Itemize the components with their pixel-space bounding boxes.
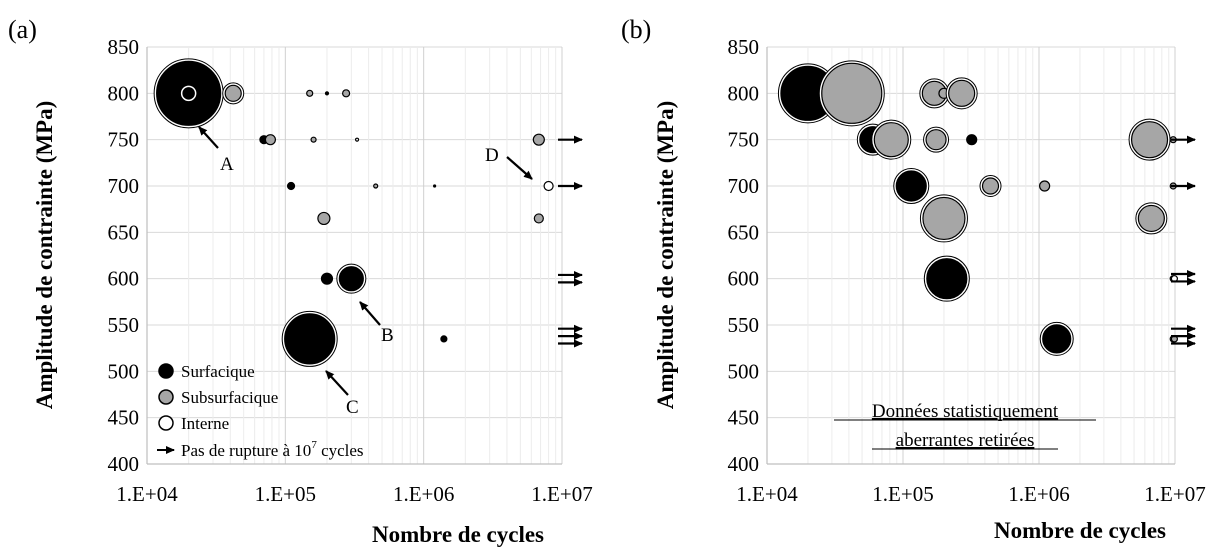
annotation-line-1: Données statistiquement (872, 401, 1059, 422)
legend-surface-label: Surfacique (181, 362, 255, 381)
data-point-subsurface (1137, 204, 1165, 233)
legend-runout-label: Pas de rupture à 107 cycles (181, 439, 364, 460)
annotation-line-2: aberrantes retirées (896, 430, 1035, 451)
callout-arrow (198, 126, 219, 149)
y-tick-label: 550 (108, 313, 140, 337)
x-tick-label: 1.E+04 (116, 482, 178, 506)
axes (766, 47, 1175, 465)
y-tick-label: 400 (108, 452, 140, 476)
data-point-surface (895, 170, 927, 202)
y-axis-title: Amplitude de contrainte (MPa) (32, 101, 57, 410)
y-tick-label: 750 (728, 128, 760, 152)
axes (146, 47, 562, 465)
y-tick-label: 800 (728, 81, 760, 105)
chart-panel-a: (a) 400 450 500 550 600 650 700 750 800 850 1.E+04… (8, 15, 593, 547)
legend-internal-marker (158, 415, 174, 431)
callout-label: C (346, 397, 359, 418)
data-point-subsurface (317, 211, 331, 226)
data-point-subsurface (922, 196, 966, 241)
data-points (777, 60, 1179, 356)
y-axis-title: Amplitude de contrainte (MPa) (653, 101, 678, 410)
runout-arrows (558, 135, 583, 348)
x-tick-label: 1.E+06 (393, 482, 454, 506)
y-tick-label: 500 (108, 359, 140, 383)
legend-internal-label: Interne (181, 414, 229, 433)
data-point-subsurface (1130, 121, 1169, 159)
data-point-subsurface (306, 89, 314, 97)
y-tick-label: 850 (108, 35, 140, 59)
callout-label: B (381, 325, 394, 346)
data-point-internal (354, 137, 360, 142)
data-point-surface (284, 313, 336, 365)
x-tick-label: 1.E+05 (872, 482, 933, 506)
data-point-surface (433, 184, 437, 188)
data-point-internal (180, 85, 197, 102)
data-point-surface (338, 266, 364, 292)
legend-subsurface-marker (158, 389, 174, 405)
data-point-internal (543, 180, 554, 192)
x-tick-label: 1.E+07 (531, 482, 592, 506)
callout-arrow (506, 156, 533, 180)
panel-label: (a) (8, 15, 37, 44)
runout-arrows (1171, 135, 1196, 348)
tick-labels: 400 450 500 550 600 650 700 750 800 850 1.E+04 1.E+… (108, 35, 593, 506)
data-point-subsurface (224, 84, 242, 102)
data-point-subsurface (981, 177, 1000, 195)
legend-subsurface-label: Subsurfacique (181, 388, 278, 407)
callout-arrow (359, 301, 381, 326)
y-tick-label: 700 (728, 174, 760, 198)
x-tick-label: 1.E+07 (1144, 482, 1205, 506)
y-tick-label: 450 (728, 406, 760, 430)
data-point-subsurface (264, 134, 277, 146)
callout-label: A (220, 154, 234, 175)
tick-labels: 400 450 500 550 600 650 700 750 800 850 1.E+04 1.E+… (728, 35, 1206, 506)
callout-arrow (325, 370, 349, 396)
data-point-surface (926, 258, 968, 300)
data-point-subsurface (310, 136, 317, 143)
y-tick-label: 800 (108, 81, 140, 105)
callout-label: D (485, 145, 499, 166)
data-point-surface (320, 272, 334, 285)
y-tick-label: 550 (728, 313, 760, 337)
data-point-subsurface (925, 129, 947, 151)
x-tick-label: 1.E+06 (1008, 482, 1069, 506)
data-point-surface (1042, 324, 1072, 354)
y-tick-label: 650 (108, 220, 140, 244)
y-tick-label: 600 (108, 267, 140, 291)
x-tick-label: 1.E+05 (255, 482, 316, 506)
y-tick-label: 850 (728, 35, 760, 59)
y-tick-label: 500 (728, 359, 760, 383)
y-tick-label: 400 (728, 452, 760, 476)
data-point-subsurface (873, 122, 909, 158)
panel-label: (b) (621, 15, 651, 44)
data-point-surface (324, 91, 330, 96)
y-tick-label: 650 (728, 220, 760, 244)
legend: Surfacique Subsurfacique Interne Pas de … (157, 362, 364, 460)
x-axis-title: Nombre de cycles (372, 522, 544, 547)
data-point-surface (156, 60, 222, 126)
data-point-subsurface (532, 133, 545, 146)
grid (766, 46, 1176, 465)
data-point-subsurface (373, 183, 379, 189)
y-tick-label: 700 (108, 174, 140, 198)
data-point-subsurface (948, 79, 976, 107)
x-axis-title: Nombre de cycles (994, 518, 1166, 543)
data-points (153, 58, 554, 367)
data-point-subsurface (533, 213, 544, 224)
data-point-surface (966, 134, 978, 146)
data-point-subsurface (342, 89, 351, 98)
data-point-surface (440, 335, 448, 343)
y-tick-label: 750 (108, 128, 140, 152)
callouts: A B C D (198, 126, 533, 418)
legend-surface-marker (158, 363, 174, 379)
y-tick-label: 600 (728, 267, 760, 291)
data-point-subsurface (821, 62, 883, 124)
data-point-surface (286, 181, 296, 191)
data-point-subsurface (1039, 180, 1051, 192)
chart-panel-b: (b) 400 450 500 550 600 650 700 750 800 850 1.E+04… (621, 15, 1206, 543)
y-tick-label: 450 (108, 406, 140, 430)
x-tick-label: 1.E+04 (736, 482, 798, 506)
